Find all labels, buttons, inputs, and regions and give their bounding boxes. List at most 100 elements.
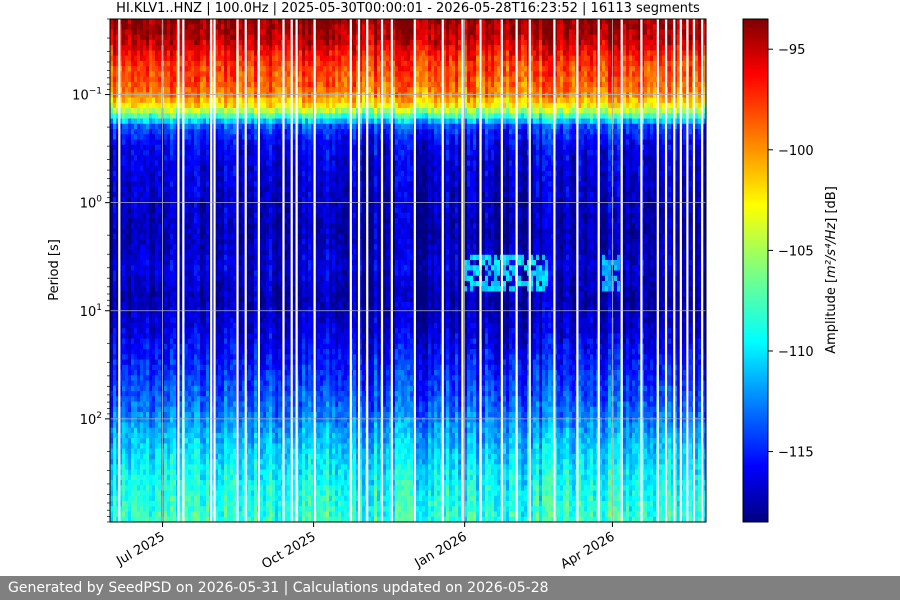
heatmap-cell: [374, 123, 378, 130]
heatmap-cell: [266, 113, 270, 119]
heatmap-cell: [587, 129, 591, 135]
heatmap-cell: [632, 19, 636, 25]
heatmap-cell: [590, 92, 594, 98]
heatmap-cell: [143, 144, 147, 151]
heatmap-cell: [659, 129, 663, 135]
heatmap-cell: [653, 97, 657, 104]
heatmap-cell: [626, 39, 630, 46]
heatmap-cell: [434, 45, 438, 51]
heatmap-cell: [218, 55, 222, 62]
heatmap-cell: [248, 92, 252, 98]
heatmap-cell: [116, 19, 120, 25]
heatmap-cell: [455, 60, 459, 67]
heatmap-cell: [185, 118, 189, 125]
heatmap-cell: [155, 81, 159, 88]
heatmap-cell: [629, 19, 633, 25]
heatmap-cell: [434, 66, 438, 72]
heatmap-cell: [689, 29, 693, 36]
heatmap-cell: [293, 87, 297, 93]
heatmap-cell: [302, 129, 306, 135]
heatmap-cell: [140, 29, 144, 36]
heatmap-cell: [344, 97, 348, 104]
heatmap-cell: [674, 113, 678, 119]
heatmap-cell: [218, 144, 222, 151]
heatmap-cell: [188, 19, 192, 25]
heatmap-cell: [344, 113, 348, 119]
heatmap-cell: [506, 102, 510, 109]
heatmap-cell: [362, 50, 366, 57]
heatmap-cell: [221, 113, 225, 119]
heatmap-cell: [344, 45, 348, 51]
heatmap-cell: [230, 118, 234, 125]
heatmap-cell: [305, 81, 309, 88]
heatmap-cell: [416, 144, 420, 151]
heatmap-cell: [311, 76, 315, 83]
heatmap-cell: [137, 60, 141, 67]
heatmap-cell: [521, 50, 525, 57]
heatmap-cell: [125, 19, 129, 25]
heatmap-cell: [581, 34, 585, 41]
heatmap-cell: [320, 45, 324, 51]
heatmap-cell: [326, 134, 330, 140]
heatmap-cell: [542, 24, 546, 30]
heatmap-cell: [512, 113, 516, 119]
heatmap-cell: [488, 118, 492, 125]
heatmap-cell: [398, 102, 402, 109]
heatmap-cell: [587, 144, 591, 151]
heatmap-cell: [398, 123, 402, 130]
heatmap-cell: [335, 66, 339, 72]
heatmap-cell: [488, 139, 492, 146]
heatmap-cell: [542, 108, 546, 114]
heatmap-cell: [335, 55, 339, 62]
heatmap-cell: [128, 118, 132, 125]
heatmap-cell: [260, 129, 264, 135]
heatmap-cell: [494, 87, 498, 93]
heatmap-cell: [407, 66, 411, 72]
heatmap-cell: [662, 92, 666, 98]
heatmap-cell: [545, 50, 549, 57]
heatmap-cell: [374, 39, 378, 46]
heatmap-cell: [476, 92, 480, 98]
heatmap-cell: [524, 55, 528, 62]
heatmap-cell: [359, 39, 363, 46]
heatmap-cell: [227, 129, 231, 135]
heatmap-cell: [197, 60, 201, 67]
heatmap-cell: [134, 97, 138, 104]
heatmap-cell: [146, 60, 150, 67]
heatmap-cell: [248, 34, 252, 41]
heatmap-cell: [272, 118, 276, 125]
heatmap-cell: [146, 92, 150, 98]
heatmap-cell: [137, 92, 141, 98]
heatmap-cell: [476, 45, 480, 51]
heatmap-cell: [287, 97, 291, 104]
heatmap-cell: [170, 139, 174, 146]
heatmap-cell: [548, 29, 552, 36]
heatmap-cell: [323, 71, 327, 78]
heatmap-cell: [311, 123, 315, 130]
heatmap-cell: [344, 92, 348, 98]
heatmap-cell: [410, 123, 414, 130]
heatmap-cell: [119, 71, 123, 78]
heatmap-cell: [704, 39, 706, 46]
heatmap-cell: [605, 81, 609, 88]
heatmap-cell: [581, 66, 585, 72]
heatmap-cell: [401, 134, 405, 140]
heatmap-cell: [650, 81, 654, 88]
heatmap-cell: [371, 92, 375, 98]
heatmap-cell: [134, 92, 138, 98]
heatmap-cell: [593, 92, 597, 98]
heatmap-cell: [338, 108, 342, 114]
heatmap-cell: [308, 66, 312, 72]
heatmap-cell: [224, 60, 228, 67]
heatmap-cell: [551, 134, 555, 140]
heatmap-cell: [152, 129, 156, 135]
heatmap-cell: [539, 76, 543, 83]
heatmap-cell: [608, 45, 612, 51]
heatmap-cell: [506, 66, 510, 72]
heatmap-cell: [128, 123, 132, 130]
heatmap-cell: [122, 118, 126, 125]
heatmap-cell: [659, 81, 663, 88]
heatmap-cell: [443, 123, 447, 130]
heatmap-cell: [329, 66, 333, 72]
heatmap-cell: [287, 29, 291, 36]
